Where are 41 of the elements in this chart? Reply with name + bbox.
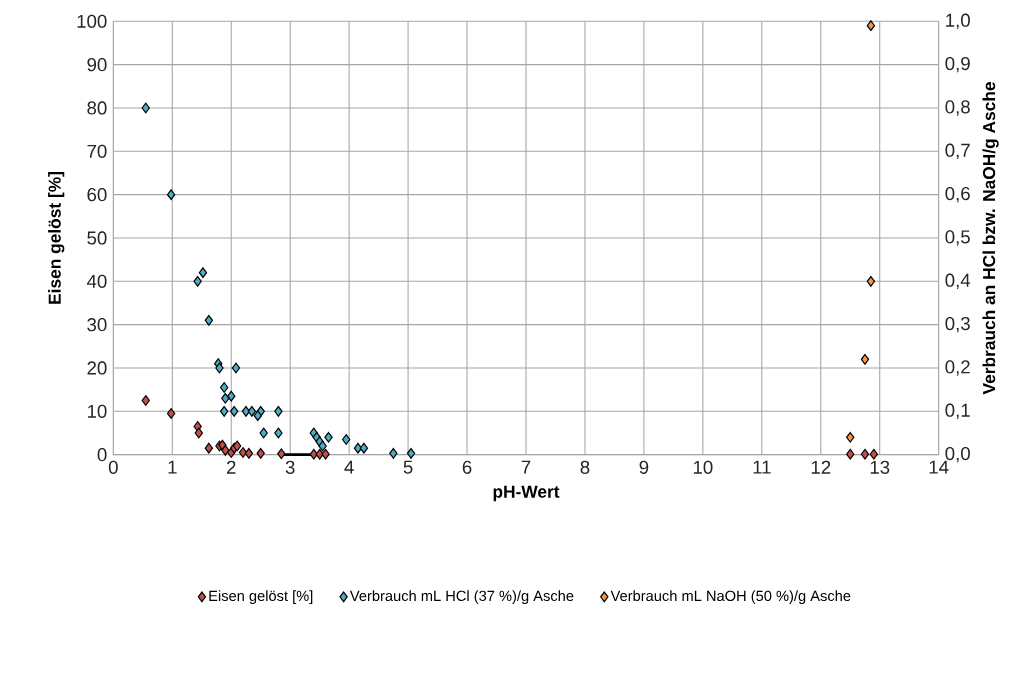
x-tick-label: 6: [462, 460, 472, 475]
y-tick-label: 20: [87, 361, 107, 375]
x-tick-label: 9: [639, 460, 649, 475]
y2-tick-label: 0,7: [945, 143, 970, 160]
x-tick-label: 4: [344, 460, 354, 474]
y-tick-label: 60: [87, 188, 107, 202]
y2-tick-label: 0,4: [945, 273, 971, 290]
y-tick-label: 10: [87, 404, 107, 419]
y-axis-title: Eisen gelöst [%]: [48, 172, 65, 304]
y-tick-label: 90: [87, 58, 107, 72]
y-tick-label: 30: [87, 318, 107, 332]
legend-label: Eisen gelöst [%]: [209, 590, 313, 605]
y-tick-label: 40: [86, 274, 107, 289]
legend-label: Verbrauch mL HCl (37 %)/g Asche: [349, 590, 574, 605]
x-tick-label: 12: [811, 460, 831, 474]
x-tick-label: 10: [693, 460, 713, 475]
x-tick-label: 3: [285, 460, 295, 475]
y-tick-label: 100: [77, 14, 107, 29]
y2-tick-label: 0,8: [945, 100, 970, 116]
x-axis-title: pH-Wert: [493, 485, 560, 502]
x-tick-label: 1: [168, 460, 177, 474]
y2-tick-label: 0,9: [945, 57, 970, 73]
y-tick-label: 50: [87, 231, 107, 245]
x-tick-label: 2: [226, 460, 236, 474]
y2-tick-label: 0,6: [945, 187, 970, 203]
x-tick-label: 0: [108, 460, 118, 475]
y-tick-label: 70: [87, 144, 107, 159]
x-tick-label: 13: [870, 460, 890, 475]
x-tick-label: 7: [521, 460, 531, 474]
y2-axis-title: Verbrauch an HCl bzw. NaOH/g Asche: [982, 82, 999, 395]
y2-tick-label: 0,5: [945, 230, 970, 246]
y-tick-label: 0: [97, 448, 107, 462]
y2-tick-label: 0,2: [945, 360, 970, 376]
y2-tick-label: 1,0: [946, 13, 970, 30]
x-tick-label: 11: [753, 460, 771, 474]
y2-tick-label: 0,3: [945, 317, 970, 333]
x-tick-label: 8: [580, 460, 590, 475]
y2-tick-label: 0,1: [945, 403, 970, 420]
y-tick-label: 80: [87, 101, 107, 115]
x-tick-label: 5: [403, 460, 413, 474]
legend-label: Verbrauch mL NaOH (50 %)/g Asche: [610, 590, 851, 605]
